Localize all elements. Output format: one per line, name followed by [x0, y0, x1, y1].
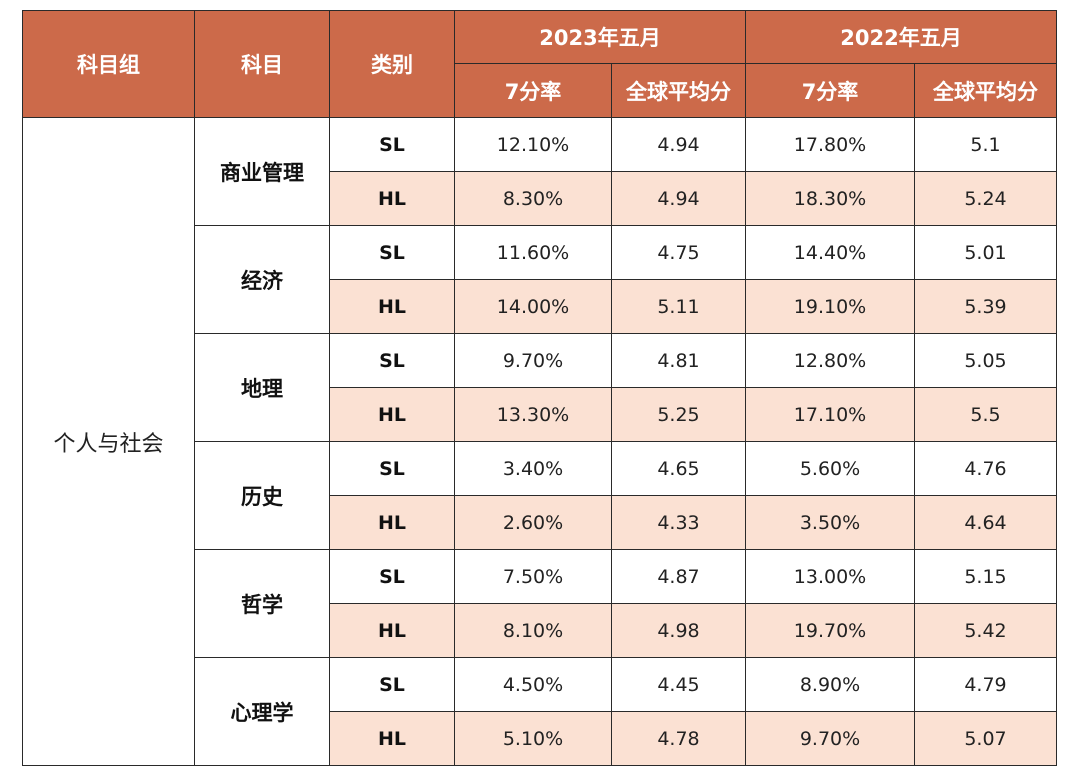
header-year-2022: 2022年五月 [745, 10, 1057, 64]
score-table-container: 科目组 科目 类别 2023年五月 2022年五月 7分率 全球平均分 7分率 … [22, 10, 1057, 766]
level-cell: HL [329, 711, 455, 766]
avg-2023-cell: 4.65 [611, 441, 746, 496]
subject-name-cell: 商业管理 [194, 117, 330, 226]
level-cell: HL [329, 603, 455, 658]
avg-2022-cell: 5.24 [914, 171, 1057, 226]
rate-2022-cell: 19.70% [745, 603, 915, 658]
header-subject-group: 科目组 [22, 10, 195, 118]
rate-2022-cell: 17.80% [745, 117, 915, 172]
avg-2022-cell: 4.76 [914, 441, 1057, 496]
avg-2022-cell: 5.07 [914, 711, 1057, 766]
header-level: 类别 [329, 10, 455, 118]
table-header: 科目组 科目 类别 2023年五月 2022年五月 7分率 全球平均分 7分率 … [22, 10, 1057, 118]
rate-2023-cell: 13.30% [454, 387, 612, 442]
rate-2023-cell: 5.10% [454, 711, 612, 766]
subject-group-cell: 个人与社会 [22, 117, 195, 766]
avg-2023-cell: 4.87 [611, 549, 746, 604]
table-row: 个人与社会 商业管理 SL 12.10% 4.94 17.80% 5.1 [22, 117, 1057, 766]
level-cell: SL [329, 117, 455, 172]
rate-2023-cell: 9.70% [454, 333, 612, 388]
avg-2023-cell: 4.78 [611, 711, 746, 766]
table-row: 心理学 SL 4.50% 4.45 8.90% 4.79 [23, 657, 1057, 766]
avg-2023-cell: 4.33 [611, 495, 746, 550]
avg-2023-cell: 4.98 [611, 603, 746, 658]
avg-2022-cell: 5.1 [914, 117, 1057, 172]
rate-2023-cell: 12.10% [454, 117, 612, 172]
subject-name-cell: 地理 [194, 333, 330, 442]
rate-2022-cell: 8.90% [745, 657, 915, 712]
rate-2023-cell: 4.50% [454, 657, 612, 712]
table-row: HL 8.10% 4.98 19.70% 5.42 [23, 603, 1057, 658]
avg-2023-cell: 4.81 [611, 333, 746, 388]
header-subject: 科目 [194, 10, 330, 118]
subject-name-cell: 哲学 [194, 549, 330, 658]
table-row: HL 14.00% 5.11 19.10% 5.39 [23, 279, 1057, 334]
avg-2022-cell: 5.5 [914, 387, 1057, 442]
header-2022-rate: 7分率 [745, 63, 915, 118]
subject-name-cell: 心理学 [194, 657, 330, 766]
level-cell: HL [329, 171, 455, 226]
rate-2022-cell: 5.60% [745, 441, 915, 496]
avg-2022-cell: 5.15 [914, 549, 1057, 604]
header-2023-avg: 全球平均分 [611, 63, 746, 118]
avg-2022-cell: 4.64 [914, 495, 1057, 550]
table-row: 经济 SL 11.60% 4.75 14.40% 5.01 [23, 225, 1057, 334]
rate-2023-cell: 8.30% [454, 171, 612, 226]
avg-2023-cell: 4.45 [611, 657, 746, 712]
avg-2023-cell: 5.25 [611, 387, 746, 442]
avg-2023-cell: 4.75 [611, 225, 746, 280]
rate-2023-cell: 14.00% [454, 279, 612, 334]
table-row: 地理 SL 9.70% 4.81 12.80% 5.05 [23, 333, 1057, 442]
rate-2022-cell: 3.50% [745, 495, 915, 550]
table-row: HL 5.10% 4.78 9.70% 5.07 [23, 711, 1057, 766]
subject-name-cell: 经济 [194, 225, 330, 334]
header-year-2023: 2023年五月 [454, 10, 746, 64]
avg-2022-cell: 5.39 [914, 279, 1057, 334]
rate-2023-cell: 11.60% [454, 225, 612, 280]
level-cell: SL [329, 549, 455, 604]
table-row: 哲学 SL 7.50% 4.87 13.00% 5.15 [23, 549, 1057, 658]
avg-2023-cell: 4.94 [611, 171, 746, 226]
rate-2023-cell: 8.10% [454, 603, 612, 658]
table-row: HL 2.60% 4.33 3.50% 4.64 [23, 495, 1057, 550]
level-cell: HL [329, 279, 455, 334]
avg-2023-cell: 4.94 [611, 117, 746, 172]
rate-2023-cell: 2.60% [454, 495, 612, 550]
rate-2022-cell: 18.30% [745, 171, 915, 226]
level-cell: HL [329, 495, 455, 550]
avg-2022-cell: 5.05 [914, 333, 1057, 388]
avg-2022-cell: 5.42 [914, 603, 1057, 658]
header-2022-avg: 全球平均分 [914, 63, 1057, 118]
table-row: HL 13.30% 5.25 17.10% 5.5 [23, 387, 1057, 442]
table-body: 个人与社会 商业管理 SL 12.10% 4.94 17.80% 5.1 HL 8.30% 4.9… [22, 117, 1057, 766]
table-row: 历史 SL 3.40% 4.65 5.60% 4.76 [23, 441, 1057, 550]
rate-2022-cell: 13.00% [745, 549, 915, 604]
subject-name-cell: 历史 [194, 441, 330, 550]
avg-2022-cell: 5.01 [914, 225, 1057, 280]
rate-2022-cell: 17.10% [745, 387, 915, 442]
table-row: HL 8.30% 4.94 18.30% 5.24 [23, 171, 1057, 226]
level-cell: SL [329, 657, 455, 712]
avg-2022-cell: 4.79 [914, 657, 1057, 712]
rate-2022-cell: 9.70% [745, 711, 915, 766]
level-cell: SL [329, 225, 455, 280]
avg-2023-cell: 5.11 [611, 279, 746, 334]
score-table: 科目组 科目 类别 2023年五月 2022年五月 7分率 全球平均分 7分率 … [22, 10, 1057, 766]
header-2023-rate: 7分率 [454, 63, 612, 118]
level-cell: SL [329, 333, 455, 388]
rate-2023-cell: 3.40% [454, 441, 612, 496]
rate-2023-cell: 7.50% [454, 549, 612, 604]
rate-2022-cell: 19.10% [745, 279, 915, 334]
level-cell: SL [329, 441, 455, 496]
rate-2022-cell: 12.80% [745, 333, 915, 388]
level-cell: HL [329, 387, 455, 442]
rate-2022-cell: 14.40% [745, 225, 915, 280]
